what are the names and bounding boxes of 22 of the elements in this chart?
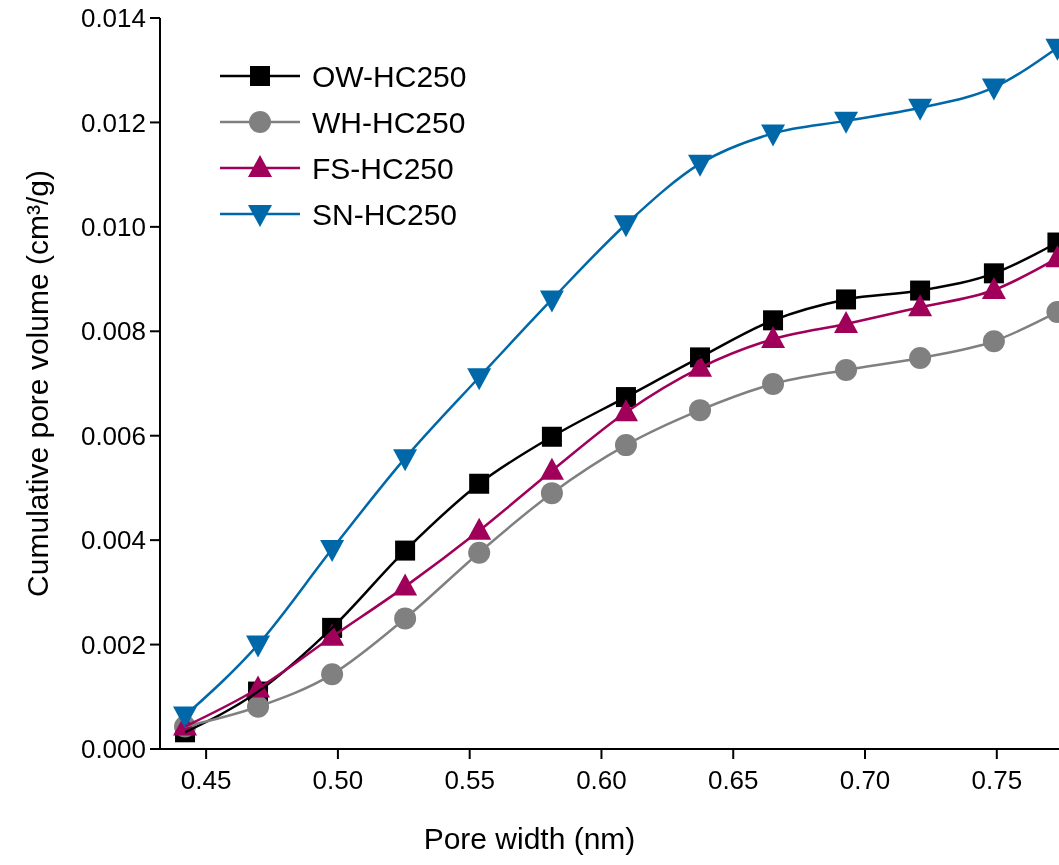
x-tick-label: 0.45 <box>180 765 232 795</box>
y-tick-label: 0.000 <box>80 734 146 765</box>
legend-label: OW-HC250 <box>312 59 467 93</box>
legend-label: WH-HC250 <box>312 105 466 139</box>
x-tick-label: 0.70 <box>839 765 891 795</box>
y-tick-label: 0.004 <box>80 525 146 556</box>
y-tick-label: 0.012 <box>80 107 146 138</box>
y-tick-label: 0.002 <box>80 629 146 660</box>
x-tick-label: 0.65 <box>707 765 759 795</box>
y-axis-title: Cumulative pore volume (cm³/g) <box>21 170 54 597</box>
legend-label: FS-HC250 <box>312 151 454 185</box>
y-tick-label: 0.006 <box>80 420 146 451</box>
y-tick-label: 0.010 <box>80 211 146 242</box>
y-tick-label: 0.008 <box>80 316 146 347</box>
legend-label: SN-HC250 <box>312 197 458 231</box>
x-tick-label: 0.75 <box>971 765 1023 795</box>
x-tick-label: 0.60 <box>576 765 627 795</box>
x-tick-label: 0.55 <box>444 765 495 795</box>
y-tick-label: 0.014 <box>80 3 146 34</box>
x-axis-title: Pore width (nm) <box>423 822 636 855</box>
point <box>761 124 786 147</box>
x-tick-label: 0.50 <box>312 765 364 795</box>
